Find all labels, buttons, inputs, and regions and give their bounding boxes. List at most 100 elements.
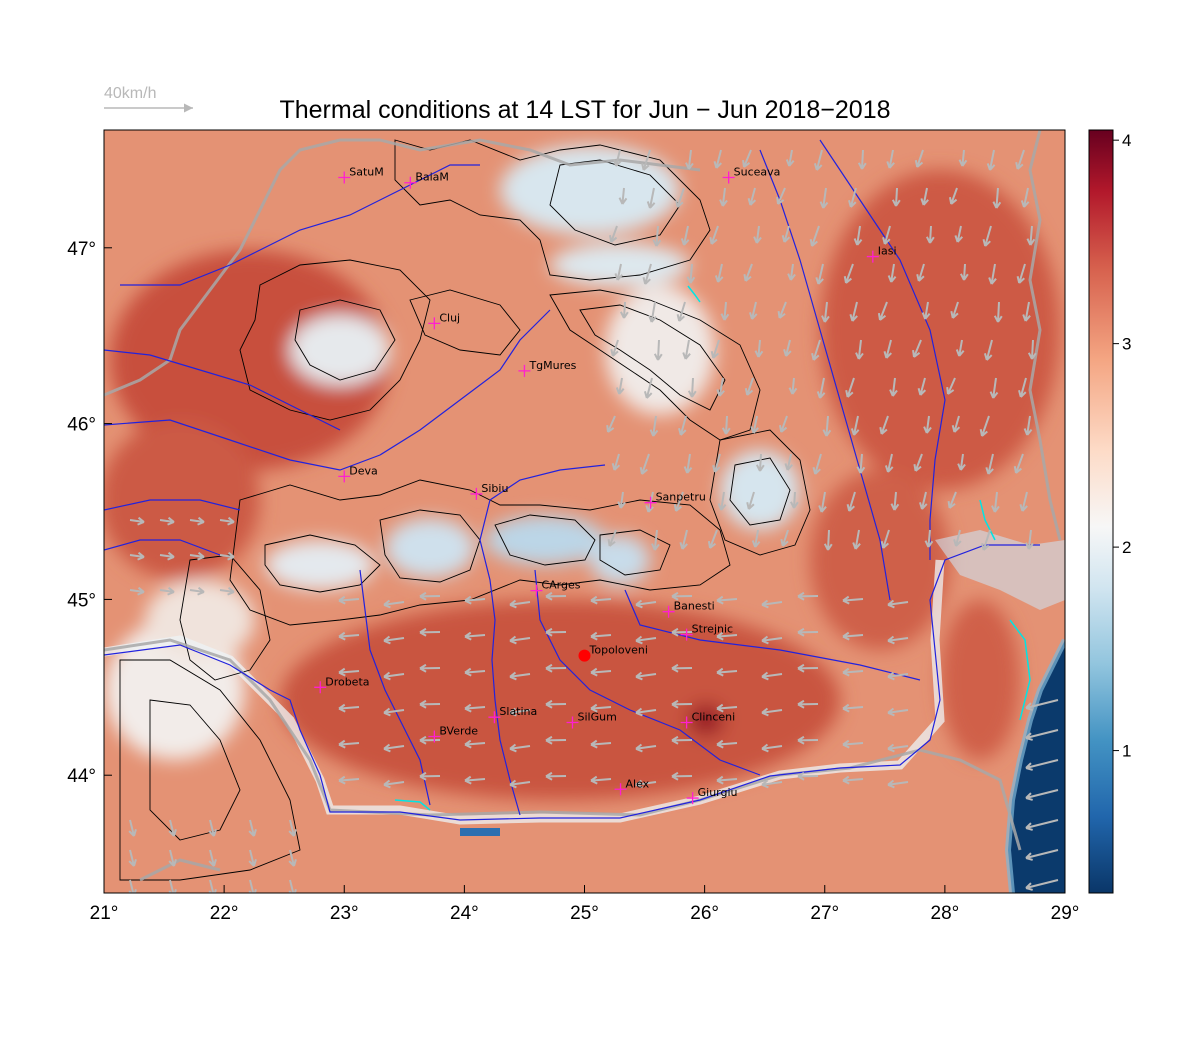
wind-arrow [912, 339, 922, 358]
wind-arrow [848, 187, 857, 208]
wind-arrow [1025, 529, 1034, 550]
cool-zone-retezat [265, 540, 375, 590]
river-ialomita [624, 589, 921, 681]
wind-arrow [671, 591, 693, 601]
cool-zone-parang [385, 518, 475, 578]
cool-zone-maramures [500, 145, 680, 235]
wind-arrow [777, 301, 787, 319]
wind-arrow [923, 415, 932, 434]
lake-razelm [1009, 619, 1031, 721]
contour-eastern-1-inner [579, 304, 726, 411]
wind-arrow [619, 301, 629, 319]
wind-arrow [985, 453, 994, 475]
figure-title: Thermal conditions at 14 LST for Jun − J… [279, 96, 890, 124]
river-jiu [359, 569, 431, 806]
wind-arrow [818, 491, 827, 513]
wind-arrow [464, 631, 486, 641]
wind-arrow [590, 667, 612, 677]
wind-arrow [639, 453, 650, 475]
y-tick-label: 47° [67, 239, 96, 260]
wind-arrow [743, 263, 753, 282]
wind-arrow [1026, 225, 1036, 246]
wind-arrow [159, 586, 175, 596]
contour-banat [179, 554, 271, 681]
wind-arrow [590, 703, 612, 713]
wind-arrow [617, 491, 626, 509]
wind-arrow [680, 225, 690, 246]
wind-arrow [887, 599, 909, 609]
city-label: TgMures [528, 359, 576, 372]
wind-arrow [419, 771, 441, 781]
wind-arrow [707, 529, 718, 549]
wind-arrow [924, 529, 934, 548]
wind-arrow [1027, 339, 1037, 360]
contour-eastern-2 [709, 429, 811, 556]
wind-arrow [979, 415, 990, 437]
wind-arrow [635, 779, 657, 789]
y-tick-label: 44° [67, 766, 96, 787]
wind-arrow [383, 671, 405, 681]
hot-spot-clinceni [688, 704, 724, 736]
wind-arrow [887, 743, 909, 753]
colorbar-tick-label: 4 [1122, 131, 1131, 150]
city-drobeta: Drobeta [314, 675, 370, 694]
wind-arrow [797, 663, 819, 673]
river-crisuri [104, 349, 341, 431]
city-marker [314, 681, 327, 694]
wind-arrow [958, 149, 968, 167]
city-carges: CArges [530, 579, 581, 597]
wind-arrow [750, 415, 759, 434]
wind-arrow [641, 149, 651, 171]
x-tick-label: 27° [810, 903, 839, 924]
wind-arrow [959, 263, 969, 281]
city-label: Sibiu [481, 482, 508, 495]
x-tick-label: 21° [90, 903, 119, 924]
wind-arrow [754, 339, 764, 358]
wind-arrow [955, 339, 965, 357]
wind-arrow [714, 263, 724, 283]
wind-arrow [509, 707, 531, 717]
river-siret [759, 149, 891, 601]
wind-arrow [784, 453, 794, 471]
wind-arrow [822, 415, 832, 437]
wind-arrow [755, 453, 765, 472]
wind-arrow [788, 377, 798, 395]
wind-arrow [671, 663, 693, 673]
wind-arrow [383, 599, 405, 609]
cool-zone-bucegi [590, 535, 650, 585]
wind-arrow [509, 635, 531, 645]
wind-arrow [717, 491, 727, 511]
wind-arrow [749, 301, 758, 320]
wind-arrow [676, 301, 686, 322]
wind-arrow [208, 819, 217, 837]
wind-arrow [842, 775, 864, 785]
city-marker [530, 584, 543, 597]
wind-arrow [608, 225, 618, 243]
wind-arrow [671, 627, 693, 637]
wind-arrow [780, 529, 789, 547]
city-label: Drobeta [325, 675, 369, 688]
wind-arrow [1022, 301, 1031, 322]
city-sanpetru: Sanpetru [644, 491, 706, 509]
wind-arrow [776, 187, 786, 205]
y-tick-label: 45° [67, 590, 96, 611]
wind-arrow [545, 735, 567, 745]
contour-southern-carpathians-inner-2 [379, 509, 481, 583]
wind-arrow [687, 377, 697, 398]
city-baiam: BaiaM [404, 171, 449, 189]
wind-arrow [880, 529, 890, 549]
border-southwest [139, 858, 221, 882]
wind-arrow [925, 225, 935, 244]
wind-arrow [989, 377, 999, 399]
wind-arrow [842, 595, 864, 605]
wind-arrow [842, 667, 864, 677]
wind-arrow [1023, 415, 1033, 436]
wind-arrow [716, 703, 738, 713]
wind-arrow [919, 491, 928, 510]
city-suceava: Suceava [722, 165, 780, 184]
warm-zone-south [280, 600, 840, 800]
wind-arrow [983, 339, 993, 361]
wind-arrow [710, 339, 720, 359]
contour-maramures [394, 139, 711, 281]
